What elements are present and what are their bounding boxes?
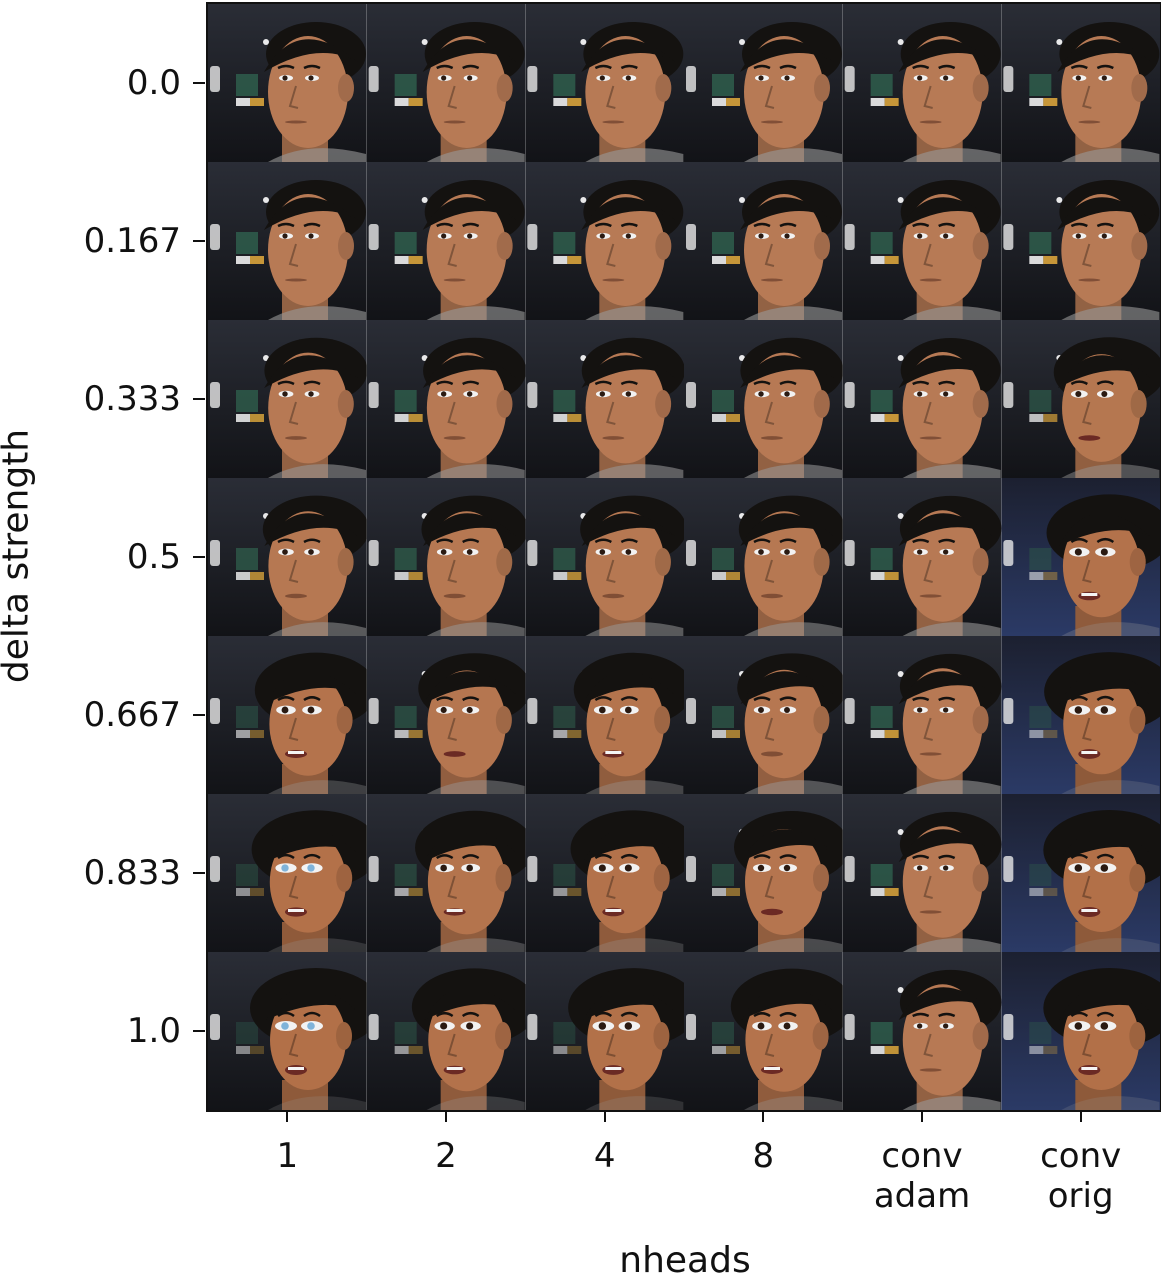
x-tick-label: 2 bbox=[435, 1136, 457, 1176]
face-cell-r1-c1 bbox=[366, 162, 526, 320]
face-cell-r6-c4 bbox=[842, 952, 1002, 1110]
face-cell-r1-c4 bbox=[842, 162, 1002, 320]
face-cell-r0-c2 bbox=[525, 4, 684, 162]
face-cell-r2-c4 bbox=[842, 320, 1002, 478]
y-tick-mark bbox=[193, 398, 205, 400]
y-tick-label: 0.5 bbox=[126, 537, 181, 577]
face-cell-r0-c3 bbox=[684, 4, 843, 162]
x-tick-mark bbox=[762, 1110, 765, 1122]
face-cell-r3-c5 bbox=[1001, 478, 1160, 636]
y-tick-mark bbox=[193, 1030, 205, 1032]
face-cell-r5-c1 bbox=[366, 794, 526, 952]
y-axis-label: delta strength bbox=[0, 428, 37, 684]
face-cell-r6-c3 bbox=[684, 952, 843, 1110]
x-tick-label: conv adam bbox=[873, 1136, 971, 1216]
face-cell-r3-c4 bbox=[842, 478, 1002, 636]
x-tick-label: 8 bbox=[752, 1136, 775, 1176]
face-cell-r5-c3 bbox=[684, 794, 843, 952]
face-cell-r1-c0 bbox=[208, 162, 367, 320]
face-cell-r4-c1 bbox=[366, 636, 526, 794]
face-cell-r6-c0 bbox=[208, 952, 367, 1110]
y-tick-label: 0.833 bbox=[83, 853, 181, 893]
face-cell-r5-c4 bbox=[842, 794, 1002, 952]
face-cell-r0-c5 bbox=[1001, 4, 1160, 162]
y-tick-label: 0.167 bbox=[83, 221, 181, 261]
x-tick-mark bbox=[286, 1110, 289, 1122]
x-tick-label: 4 bbox=[593, 1136, 616, 1176]
face-cell-r0-c0 bbox=[208, 4, 367, 162]
y-tick-mark bbox=[193, 872, 205, 874]
x-tick-label: 1 bbox=[276, 1136, 299, 1176]
face-cell-r4-c3 bbox=[684, 636, 843, 794]
face-cell-r6-c2 bbox=[525, 952, 685, 1110]
y-tick-mark bbox=[193, 240, 205, 242]
face-cell-r4-c2 bbox=[525, 636, 685, 794]
y-tick-label: 0.333 bbox=[83, 379, 181, 419]
y-tick-label: 1.0 bbox=[126, 1011, 181, 1051]
y-tick-mark bbox=[193, 714, 205, 716]
y-tick-label: 0.0 bbox=[126, 63, 181, 103]
y-tick-label: 0.667 bbox=[83, 695, 181, 735]
x-axis-label: nheads bbox=[619, 1240, 751, 1281]
face-cell-r0-c4 bbox=[842, 4, 1002, 162]
face-cell-r2-c1 bbox=[366, 320, 526, 478]
face-cell-r2-c3 bbox=[684, 320, 843, 478]
face-cell-r5-c5 bbox=[1001, 794, 1160, 952]
face-grid-svg bbox=[208, 4, 1160, 1110]
face-cell-r3-c1 bbox=[366, 478, 526, 636]
face-cell-r5-c2 bbox=[525, 794, 685, 952]
face-cell-r3-c2 bbox=[525, 478, 685, 636]
face-cell-r3-c3 bbox=[684, 478, 843, 636]
face-cell-r2-c5 bbox=[1001, 320, 1160, 478]
face-cell-r2-c0 bbox=[208, 320, 367, 478]
face-grid bbox=[206, 2, 1161, 1112]
face-cell-r6-c5 bbox=[1001, 952, 1160, 1110]
face-cell-r3-c0 bbox=[208, 478, 367, 636]
face-cell-r4-c5 bbox=[1001, 636, 1160, 794]
y-tick-mark bbox=[193, 82, 205, 84]
face-cell-r6-c1 bbox=[366, 952, 526, 1110]
x-tick-mark bbox=[603, 1110, 606, 1122]
face-cell-r1-c2 bbox=[525, 162, 684, 320]
x-tick-mark bbox=[1079, 1110, 1082, 1122]
face-cell-r5-c0 bbox=[208, 794, 367, 952]
face-cell-r2-c2 bbox=[525, 320, 685, 478]
x-tick-mark bbox=[921, 1110, 923, 1122]
x-tick-mark bbox=[445, 1110, 447, 1122]
face-cell-r1-c3 bbox=[684, 162, 843, 320]
y-tick-mark bbox=[193, 556, 205, 558]
face-cell-r4-c4 bbox=[842, 636, 1002, 794]
face-cell-r4-c0 bbox=[208, 636, 367, 794]
face-cell-r1-c5 bbox=[1001, 162, 1160, 320]
face-cell-r0-c1 bbox=[366, 4, 526, 162]
x-tick-label: conv orig bbox=[1040, 1136, 1122, 1216]
